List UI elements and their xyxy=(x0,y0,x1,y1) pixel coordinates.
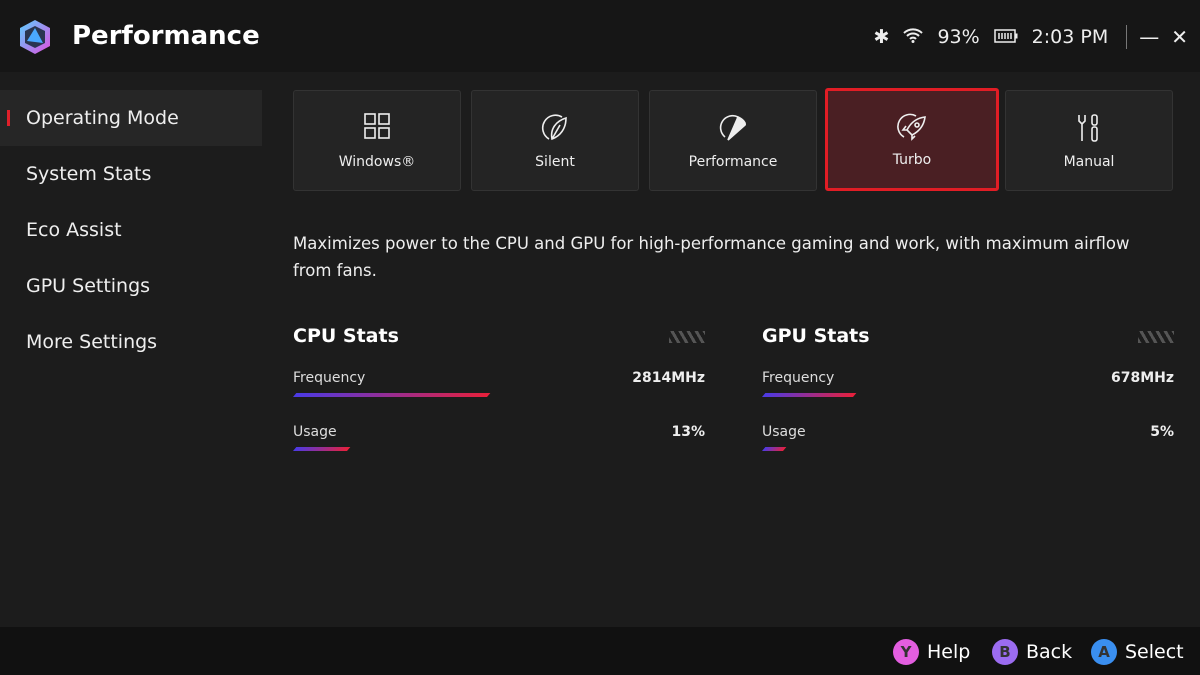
cpu-frequency-row: Frequency 2814MHz xyxy=(293,370,705,397)
main-content: Windows® Silent Performance Turbo Manual… xyxy=(262,72,1200,627)
bluetooth-icon: ✱ xyxy=(873,26,890,48)
tools-icon xyxy=(1078,114,1098,142)
sidebar-item-gpu-settings[interactable]: GPU Settings xyxy=(26,275,151,297)
wifi-icon xyxy=(903,26,924,48)
cpu-frequency-bar xyxy=(293,393,490,397)
sidebar-item-eco-assist[interactable]: Eco Assist xyxy=(26,219,122,241)
sidebar-item-system-stats[interactable]: System Stats xyxy=(26,163,152,185)
gpu-frequency-value: 678MHz xyxy=(1110,370,1174,386)
rocket-icon xyxy=(897,113,926,141)
cpu-stats: CPU Stats Frequency 2814MHz Usage 13% xyxy=(293,325,705,451)
mode-label: Manual xyxy=(1063,154,1115,170)
app-logo-icon xyxy=(20,20,50,54)
mode-label: Turbo xyxy=(892,152,932,168)
cpu-usage-value: 13% xyxy=(671,424,705,440)
status-area: ✱ 93% 2:03 PM — ✕ xyxy=(874,24,1200,50)
battery-icon xyxy=(993,26,1018,48)
a-button-icon: A xyxy=(1091,639,1117,665)
mode-label: Silent xyxy=(535,154,575,170)
select-label: Select xyxy=(1125,641,1184,663)
sidebar-item-operating-mode[interactable]: Operating Mode xyxy=(0,90,262,146)
stripes-decoration xyxy=(1138,331,1174,343)
gpu-frequency-label: Frequency xyxy=(762,370,835,386)
gpu-stats-title: GPU Stats xyxy=(762,325,870,347)
mode-silent[interactable]: Silent xyxy=(471,90,639,191)
mode-label: Performance xyxy=(688,154,778,170)
mode-turbo[interactable]: Turbo xyxy=(825,88,999,191)
gpu-usage-bar xyxy=(762,447,786,451)
close-button[interactable]: ✕ xyxy=(1171,25,1188,49)
stripes-decoration xyxy=(669,331,705,343)
gpu-stats: GPU Stats Frequency 678MHz Usage 5% xyxy=(762,325,1174,451)
cpu-usage-bar xyxy=(293,447,350,451)
cpu-stats-title: CPU Stats xyxy=(293,325,399,347)
gpu-usage-label: Usage xyxy=(762,424,806,440)
grid-icon xyxy=(364,113,390,139)
divider xyxy=(1126,25,1128,49)
back-button[interactable]: B Back xyxy=(992,639,1072,665)
sidebar: Operating Mode System Stats Eco Assist G… xyxy=(0,72,262,627)
battery-percent: 93% xyxy=(937,26,980,48)
select-button[interactable]: A Select xyxy=(1091,639,1184,665)
gpu-usage-value: 5% xyxy=(1150,424,1174,440)
gpu-frequency-bar xyxy=(762,393,856,397)
b-button-icon: B xyxy=(992,639,1018,665)
cpu-usage-label: Usage xyxy=(293,424,337,440)
title-bar: Performance ✱ 93% 2:03 PM — ✕ xyxy=(0,0,1200,72)
page-title: Performance xyxy=(72,21,260,51)
gauge-icon xyxy=(719,114,746,141)
clock: 2:03 PM xyxy=(1031,26,1109,48)
gpu-usage-row: Usage 5% xyxy=(762,424,1174,451)
mode-windows[interactable]: Windows® xyxy=(293,90,461,191)
cpu-usage-row: Usage 13% xyxy=(293,424,705,451)
help-label: Help xyxy=(927,641,971,663)
cpu-frequency-label: Frequency xyxy=(293,370,366,386)
mode-performance[interactable]: Performance xyxy=(649,90,817,191)
back-label: Back xyxy=(1026,641,1073,663)
y-button-icon: Y xyxy=(893,639,919,665)
mode-label: Windows® xyxy=(338,154,416,170)
sidebar-item-more-settings[interactable]: More Settings xyxy=(26,331,158,353)
leaf-gauge-icon xyxy=(541,114,567,141)
cpu-frequency-value: 2814MHz xyxy=(632,370,705,386)
mode-manual[interactable]: Manual xyxy=(1005,90,1173,191)
footer-hints: Y Help B Back A Select xyxy=(0,627,1200,675)
gpu-frequency-row: Frequency 678MHz xyxy=(762,370,1174,397)
help-button[interactable]: Y Help xyxy=(893,639,970,665)
minimize-button[interactable]: — xyxy=(1139,25,1160,49)
mode-description: Maximizes power to the CPU and GPU for h… xyxy=(293,234,1130,280)
